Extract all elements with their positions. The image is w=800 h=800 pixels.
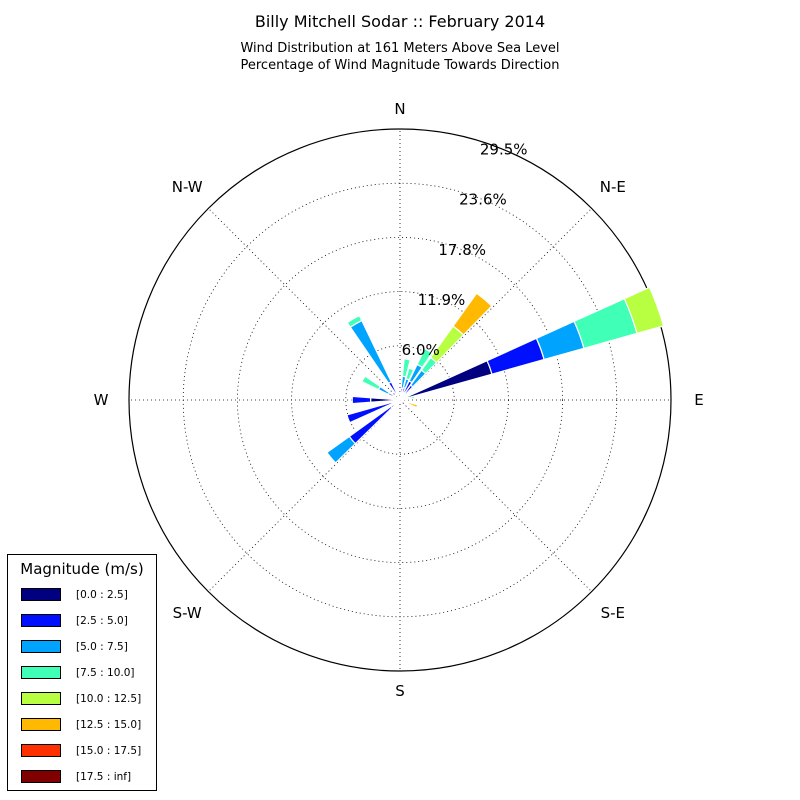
legend-label: [7.5 : 10.0] [76,667,135,679]
axis-labels: 6.0% 11.9% 17.8% 23.6% 29.5% N N-E E S-E S S-W W N-W [94,100,704,700]
sector-70-bin-1 [486,337,545,375]
chart-subtitle-line-1: Wind Distribution at 161 Meters Above Se… [240,41,560,56]
radial-gridline-0 [345,345,455,455]
legend-label: [5.0 : 7.5] [76,641,128,653]
polar-frame [128,128,672,672]
legend-label: [12.5 : 15.0] [76,719,142,731]
radial-tick-label-0: 6.0% [402,341,440,359]
legend-swatch [21,770,61,783]
sector-70-bin-4 [623,286,665,335]
chart-title: Billy Mitchell Sodar :: February 2014 [254,12,546,31]
legend-label: [17.5 : inf] [76,771,132,783]
direction-label-E: E [694,391,703,409]
sector-40-bin-5 [452,292,493,336]
legend-item: [12.5 : 15.0] [21,718,151,734]
radial-gridline-1 [291,291,509,509]
radial-tick-label-1: 11.9% [418,291,466,309]
radial-gridline-2 [236,236,564,564]
legend-swatch [21,588,61,601]
legend-item: [2.5 : 5.0] [21,614,151,630]
legend-item: [17.5 : inf] [21,770,151,786]
wind-sectors [326,286,665,464]
direction-label-S: S [395,682,405,700]
sector-300-bin-3 [361,375,382,391]
sector-270-bin-1 [351,395,372,405]
sector-230-bin-2 [326,435,357,464]
legend-item: [10.0 : 12.5] [21,692,151,708]
legend-label: [10.0 : 12.5] [76,693,142,705]
direction-label-N-E: N-E [600,178,626,196]
legend-swatch [21,692,61,705]
direction-label-S-W: S-W [173,604,202,622]
legend-label: [2.5 : 5.0] [76,615,128,627]
legend-item: [7.5 : 10.0] [21,666,151,682]
legend-swatch [21,744,61,757]
legend-swatch [21,614,61,627]
sector-80-bin-3 [409,395,416,400]
legend-swatch [21,718,61,731]
chart-subtitle-line-2: Percentage of Wind Magnitude Towards Dir… [240,58,560,73]
sector-30-bin-3 [416,347,433,369]
direction-label-N-W: N-W [172,178,203,196]
legend-item: [15.0 : 17.5] [21,744,151,760]
sector-330-bin-2 [349,319,393,385]
legend-swatch [21,640,61,653]
radial-tick-label-3: 23.6% [459,191,507,209]
radial-tick-label-4: 29.5% [480,141,528,159]
legend-title: Magnitude (m/s) [20,560,144,578]
sector-330-bin-1 [387,380,398,395]
sector-10-bin-3 [401,358,411,378]
direction-label-W: W [94,391,109,409]
sector-110-bin-5 [399,399,419,409]
legend-label: [15.0 : 17.5] [76,745,142,757]
angular-gridline-S-E [399,399,592,592]
radial-tick-label-2: 17.8% [438,241,486,259]
polar-grid [128,128,672,672]
sector-330-bin-3 [346,314,363,328]
direction-label-N: N [394,100,405,118]
legend-item: [0.0 : 2.5] [21,588,151,604]
angular-gridline-N-W [208,208,401,401]
legend: Magnitude (m/s) [0.0 : 2.5] [2.5 : 5.0] [5… [7,554,157,791]
legend-item: [5.0 : 7.5] [21,640,151,656]
radial-gridline-3 [182,182,618,618]
direction-label-S-E: S-E [601,604,625,622]
sector-20-bin-3 [405,367,415,381]
legend-swatch [21,666,61,679]
legend-label: [0.0 : 2.5] [76,589,128,601]
sector-250-bin-1 [346,401,395,424]
